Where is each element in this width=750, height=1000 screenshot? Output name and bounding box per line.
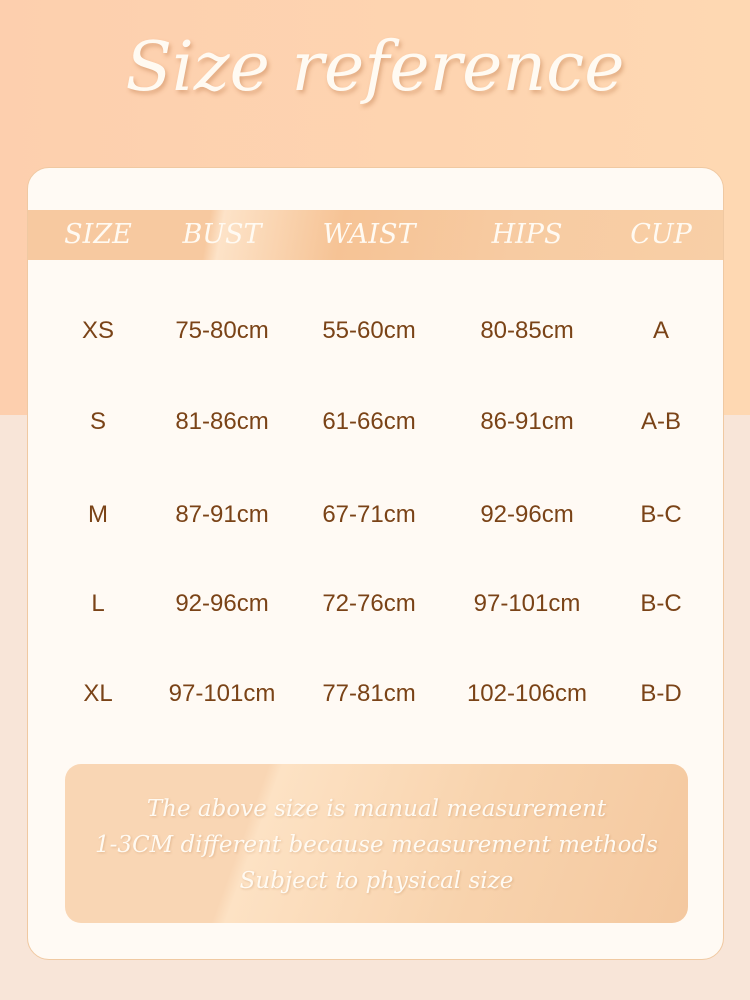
column-header-bust: BUST [182, 219, 262, 250]
table-cell-cup: A [652, 317, 670, 344]
table-cell-bust: 75-80cm [175, 317, 269, 344]
size-table-card: SIZE BUST WAIST HIPS CUP XS 75-80cm 55-60cm 80-… [27, 167, 724, 960]
table-cell-cup: B-D [640, 680, 682, 707]
table-cell-waist: 55-60cm [322, 317, 416, 344]
table-cell-waist: 72-76cm [322, 590, 416, 617]
note-box: The above size is manual measurement 1-3… [65, 764, 688, 923]
table-cell-cup: B-C [640, 501, 682, 528]
table-cell-bust: 92-96cm [175, 590, 269, 617]
column-header-size: SIZE [64, 219, 132, 250]
table-cell-cup: B-C [640, 590, 682, 617]
table-cell-bust: 81-86cm [175, 408, 269, 435]
note-line: Subject to physical size [239, 868, 514, 894]
table-cell-size: XS [81, 317, 115, 344]
table-cell-waist: 61-66cm [322, 408, 416, 435]
table-cell-size: XL [83, 680, 113, 707]
table-cell-size: S [89, 408, 107, 435]
table-cell-size: L [91, 590, 105, 617]
table-cell-hips: 97-101cm [473, 590, 581, 617]
table-cell-bust: 97-101cm [168, 680, 276, 707]
column-header-waist: WAIST [322, 219, 416, 250]
table-cell-waist: 77-81cm [322, 680, 416, 707]
table-cell-hips: 92-96cm [480, 501, 574, 528]
column-header-hips: HIPS [491, 219, 563, 250]
table-cell-waist: 67-71cm [322, 501, 416, 528]
table-cell-cup: A-B [640, 408, 682, 435]
note-line: 1-3CM different because measurement meth… [95, 832, 658, 858]
table-header: SIZE BUST WAIST HIPS CUP [28, 210, 723, 260]
column-header-cup: CUP [630, 219, 692, 250]
table-cell-hips: 86-91cm [480, 408, 574, 435]
page-title: Size reference [125, 28, 625, 107]
table-cell-hips: 80-85cm [480, 317, 574, 344]
table-cell-size: M [88, 501, 108, 528]
note-line: The above size is manual measurement [146, 796, 607, 822]
table-cell-hips: 102-106cm [466, 680, 588, 707]
table-cell-bust: 87-91cm [175, 501, 269, 528]
